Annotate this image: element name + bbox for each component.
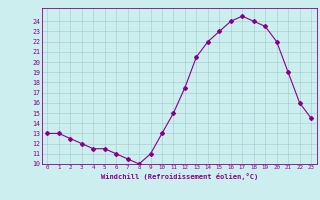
- X-axis label: Windchill (Refroidissement éolien,°C): Windchill (Refroidissement éolien,°C): [100, 173, 258, 180]
